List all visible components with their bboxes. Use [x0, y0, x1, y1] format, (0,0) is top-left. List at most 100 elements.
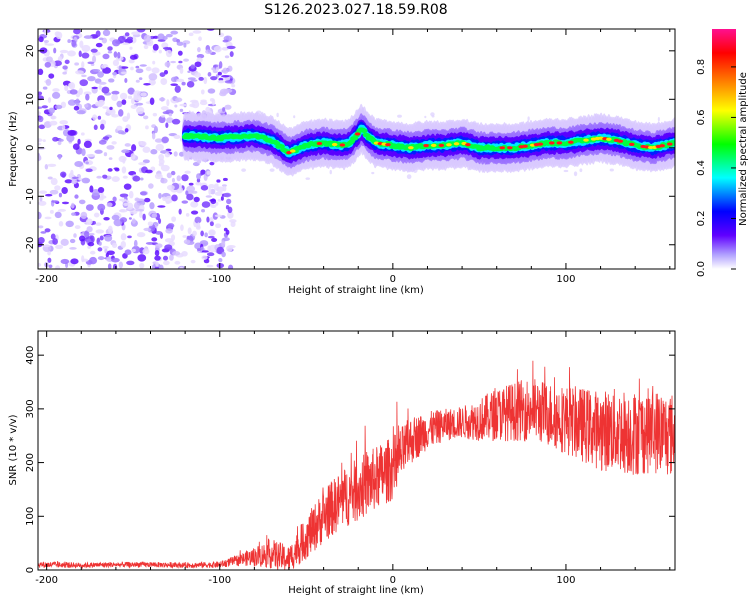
noise-blob: [94, 149, 103, 154]
noise-blob: [106, 145, 115, 150]
noise-blob: [93, 212, 100, 218]
noise-blob: [119, 209, 125, 213]
noise-blob: [38, 115, 44, 123]
noise-blob: [181, 250, 188, 257]
noise-blob: [81, 44, 91, 52]
noise-blob: [171, 234, 176, 241]
noise-blob: [209, 221, 214, 227]
noise-blob: [166, 117, 174, 124]
noise-blob: [92, 114, 98, 121]
noise-blob: [51, 91, 61, 99]
noise-blob: [111, 90, 120, 95]
noise-blob: [88, 232, 95, 236]
noise-blob: [38, 91, 43, 96]
noise-blob: [143, 44, 149, 50]
noise-blob: [397, 114, 402, 118]
noise-blob: [47, 163, 57, 167]
noise-blob: [102, 136, 110, 140]
noise-blob: [57, 140, 62, 146]
noise-blob: [87, 75, 96, 82]
noise-blob: [215, 201, 219, 206]
noise-blob: [126, 112, 131, 120]
snr-panel: -200 -100 0 100 0 100 200 300 400 Height of stra…: [8, 330, 676, 596]
noise-blob: [69, 247, 77, 250]
noise-blob: [200, 89, 205, 95]
ridge-peak: [556, 141, 563, 145]
noise-blob: [154, 266, 160, 269]
ridge-peak: [617, 139, 624, 143]
noise-blob: [241, 168, 247, 172]
noise-blob: [223, 227, 228, 232]
noise-blob: [167, 223, 175, 229]
noise-blob: [38, 106, 43, 110]
ridge-peak: [385, 143, 391, 147]
noise-blob: [143, 82, 151, 86]
noise-blob: [166, 99, 170, 107]
noise-blob: [108, 108, 116, 116]
noise-blob: [200, 185, 209, 191]
noise-blob: [106, 202, 113, 208]
noise-blob: [158, 97, 166, 102]
noise-blob: [74, 225, 81, 230]
noise-blob: [164, 152, 171, 158]
noise-blob: [198, 76, 204, 81]
noise-blob: [102, 29, 111, 37]
noise-blob: [150, 149, 158, 155]
noise-blob: [216, 179, 221, 183]
noise-blob: [104, 248, 108, 254]
noise-blob: [111, 141, 117, 145]
noise-blob: [38, 68, 44, 76]
noise-blob: [135, 68, 144, 74]
ridge-peak: [522, 144, 528, 148]
noise-blob: [51, 200, 59, 203]
noise-blob: [209, 97, 215, 102]
noise-blob: [103, 217, 110, 221]
noise-blob: [79, 79, 89, 87]
noise-blob: [200, 230, 204, 237]
noise-blob: [133, 239, 138, 248]
noise-blob: [95, 222, 102, 226]
ridge-peak: [499, 146, 506, 150]
noise-blob: [211, 67, 216, 71]
noise-blob: [176, 78, 185, 83]
noise-blob: [97, 256, 105, 261]
noise-blob: [121, 99, 127, 105]
noise-blob: [103, 152, 108, 157]
noise-blob: [67, 39, 71, 44]
x-tick-label: -200: [35, 274, 58, 285]
noise-blob: [61, 124, 66, 131]
noise-blob: [205, 195, 212, 198]
noise-blob: [145, 169, 153, 174]
ridge-peak: [537, 142, 544, 146]
ridge-peak: [567, 140, 574, 144]
noise-blob: [172, 251, 181, 256]
noise-blob: [213, 45, 222, 53]
noise-blob: [107, 46, 113, 51]
noise-blob: [87, 61, 95, 65]
noise-blob: [74, 194, 79, 199]
noise-blob: [96, 175, 102, 179]
noise-blob: [101, 64, 107, 69]
spectrogram-ylabel: Frequency (Hz): [8, 111, 19, 187]
noise-blob: [71, 176, 79, 180]
noise-blob: [118, 198, 127, 202]
noise-blob: [44, 164, 49, 170]
noise-blob: [83, 140, 92, 149]
noise-blob: [154, 173, 163, 180]
noise-blob: [132, 175, 141, 182]
noise-blob: [44, 61, 52, 68]
ridge-peak: [438, 143, 445, 147]
noise-blob: [229, 219, 237, 223]
noise-blob: [430, 112, 435, 117]
noise-blob: [573, 171, 578, 177]
noise-blob: [53, 60, 62, 67]
noise-blob: [225, 204, 230, 210]
noise-blob: [154, 249, 160, 257]
noise-blob: [59, 49, 69, 54]
noise-blob: [145, 125, 149, 130]
noise-blob: [119, 66, 129, 69]
noise-blob: [269, 168, 275, 172]
noise-blob: [226, 198, 232, 205]
noise-blob: [142, 213, 146, 221]
